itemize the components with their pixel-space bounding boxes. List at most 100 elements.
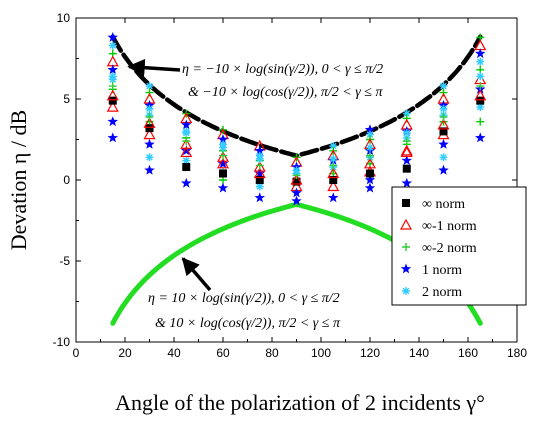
series-3-point <box>144 164 155 175</box>
x-tick-label: 0 <box>73 346 80 360</box>
series-0-point <box>145 124 154 133</box>
cluster-point <box>145 153 154 162</box>
legend-marker-4 <box>402 287 410 295</box>
legend-label-2: ∞-2 norm <box>422 241 477 256</box>
legend-label-0: ∞ norm <box>422 197 465 212</box>
series-0-point <box>108 96 117 105</box>
series-3-point <box>107 132 118 143</box>
cluster-point <box>145 82 154 90</box>
x-tick-label: 160 <box>458 346 478 360</box>
legend-label-4: 2 norm <box>422 285 462 300</box>
series-1-point <box>437 118 450 130</box>
cluster-point <box>143 128 156 140</box>
cluster-point <box>291 187 302 198</box>
series-3-point <box>401 177 412 188</box>
cluster-point <box>475 48 486 59</box>
annotation-upper-arrow <box>127 58 181 77</box>
series-4-point <box>329 154 338 163</box>
series-0-point <box>402 164 411 173</box>
x-tick-label: 40 <box>167 346 181 360</box>
series-2-point <box>402 137 411 146</box>
series-1-point <box>253 167 266 179</box>
legend: ∞ norm ∞-1 norm ∞-2 norm 1 norm 2 norm <box>391 186 527 306</box>
cluster-point <box>400 144 413 156</box>
cluster-point <box>401 155 412 165</box>
series-2-point <box>476 82 485 91</box>
series-3-point <box>438 164 449 175</box>
cluster-point <box>254 145 265 156</box>
x-tick-label: 20 <box>118 346 132 360</box>
series-4-point <box>292 166 301 175</box>
y-tick-label: 5 <box>63 92 70 106</box>
annotation-upper-line2: & −10 × log(cos(γ/2)), π/2 < γ ≤ π <box>188 85 383 100</box>
x-tick-label: 100 <box>311 346 331 360</box>
series-2-point <box>182 137 191 146</box>
series-1-point <box>290 173 303 185</box>
legend-label-1: ∞-1 norm <box>422 219 477 234</box>
legend-box <box>391 186 527 306</box>
cluster-point <box>217 134 229 144</box>
x-axis-label: Angle of the polarization of 2 incidents… <box>115 390 485 415</box>
series-4-point <box>182 129 191 137</box>
series-1-point <box>474 89 487 101</box>
series-0-point <box>439 127 448 136</box>
cluster-point <box>254 168 265 178</box>
legend-marker-2 <box>402 243 410 251</box>
series-1-point <box>363 157 377 169</box>
series-4-point <box>476 72 485 81</box>
cluster-point <box>255 182 264 191</box>
cluster-point <box>364 174 376 185</box>
series-1-point <box>400 146 413 158</box>
y-tick-label: 10 <box>57 11 71 25</box>
legend-marker-3 <box>400 263 412 274</box>
legend-marker-0 <box>402 199 410 207</box>
annotation-lower-line2: & 10 × log(cos(γ/2)), π/2 < γ ≤ π <box>155 316 341 331</box>
annotation-lower-line1: η = 10 × log(sin(γ/2)), 0 < γ ≤ π/2 <box>148 291 340 306</box>
series-4-point <box>366 143 374 152</box>
series-3-point <box>328 192 339 203</box>
y-tick-label: -5 <box>59 254 70 268</box>
series-0-point <box>476 96 485 105</box>
series-3-point <box>291 195 302 206</box>
axis-ticks: 0 20 40 60 80 100 120 140 160 180 -10 -5 0 5 10 <box>53 11 528 360</box>
cluster-point <box>366 130 374 139</box>
x-tick-label: 140 <box>409 346 429 360</box>
annotation-upper-line1: η = −10 × log(sin(γ/2)), 0 < γ ≤ π/2 <box>182 62 383 77</box>
cluster-point <box>181 119 192 130</box>
cluster-point <box>107 31 118 42</box>
series-4-point <box>255 154 264 163</box>
series-1-point <box>327 167 340 179</box>
cluster-point <box>182 156 191 165</box>
cluster-point <box>438 138 449 149</box>
series-2-point <box>439 112 448 121</box>
cluster-point <box>107 116 118 127</box>
series-4-point <box>108 72 117 81</box>
series-2-point <box>219 151 227 160</box>
cluster-point <box>217 158 229 169</box>
series-3-point <box>181 177 192 188</box>
annotations: η = −10 × log(sin(γ/2)), 0 < γ ≤ π/2 & −1… <box>127 58 383 331</box>
cluster-point <box>476 57 485 66</box>
x-tick-label: 60 <box>216 346 230 360</box>
annotation-lower-arrow <box>181 257 212 292</box>
series-4-point <box>219 143 227 152</box>
series-3-point <box>217 182 229 193</box>
x-tick-label: 180 <box>507 346 527 360</box>
series-4-point <box>402 129 411 137</box>
cluster-point <box>106 100 119 112</box>
data-points <box>106 31 487 206</box>
series-0-point <box>255 176 264 184</box>
series-2-point <box>366 151 374 160</box>
y-tick-label: -10 <box>53 335 71 349</box>
cluster-point <box>402 109 411 118</box>
series-2-point <box>108 82 117 91</box>
cluster-point <box>107 64 118 75</box>
cluster-point <box>144 138 155 149</box>
series-1-point <box>106 89 119 101</box>
series-1-point <box>216 157 230 169</box>
cluster-point <box>364 124 376 135</box>
legend-marker-1 <box>399 218 413 230</box>
series-2-point <box>145 112 154 121</box>
legend-label-3: 1 norm <box>422 263 462 278</box>
